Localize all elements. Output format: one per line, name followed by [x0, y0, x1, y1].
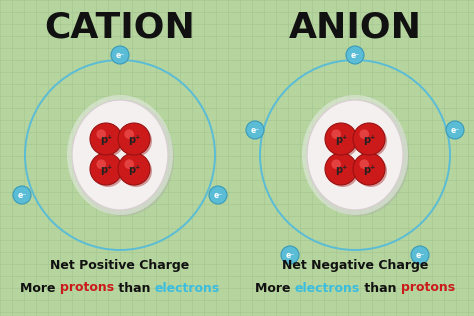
Text: p⁺: p⁺: [363, 165, 375, 175]
Circle shape: [124, 159, 134, 169]
Circle shape: [118, 153, 150, 185]
Circle shape: [246, 121, 264, 139]
Text: protons: protons: [401, 282, 455, 295]
Circle shape: [346, 46, 364, 64]
Circle shape: [331, 159, 341, 169]
Circle shape: [96, 129, 106, 139]
Ellipse shape: [72, 100, 168, 210]
Text: More: More: [255, 282, 295, 295]
Text: e⁻: e⁻: [415, 251, 425, 260]
Circle shape: [331, 129, 341, 139]
Circle shape: [118, 123, 150, 155]
Circle shape: [327, 125, 359, 157]
Text: protons: protons: [60, 282, 114, 295]
Ellipse shape: [72, 100, 174, 216]
Text: e⁻: e⁻: [115, 51, 125, 60]
Circle shape: [90, 153, 122, 185]
Text: electrons: electrons: [155, 282, 220, 295]
Text: p⁺: p⁺: [100, 165, 112, 175]
Text: Net Positive Charge: Net Positive Charge: [50, 258, 190, 271]
Text: p⁺: p⁺: [335, 135, 347, 145]
Circle shape: [353, 153, 385, 185]
Circle shape: [209, 186, 227, 204]
Circle shape: [111, 46, 129, 64]
Circle shape: [446, 121, 464, 139]
Text: e⁻: e⁻: [350, 51, 360, 60]
Text: CATION: CATION: [45, 11, 195, 45]
Circle shape: [281, 246, 299, 264]
Ellipse shape: [302, 95, 408, 215]
Text: More: More: [20, 282, 60, 295]
Circle shape: [124, 129, 134, 139]
Text: p⁺: p⁺: [363, 135, 375, 145]
Text: p⁺: p⁺: [128, 135, 140, 145]
Text: e⁻: e⁻: [450, 126, 460, 135]
Text: Net Negative Charge: Net Negative Charge: [282, 258, 428, 271]
Circle shape: [359, 129, 369, 139]
Text: e⁻: e⁻: [250, 126, 260, 135]
Circle shape: [96, 159, 106, 169]
Text: p⁺: p⁺: [128, 165, 140, 175]
Circle shape: [120, 155, 152, 187]
Text: e⁻: e⁻: [18, 191, 27, 200]
Circle shape: [92, 125, 124, 157]
Text: electrons: electrons: [295, 282, 360, 295]
Circle shape: [359, 159, 369, 169]
Text: than: than: [114, 282, 155, 295]
Circle shape: [13, 186, 31, 204]
Ellipse shape: [307, 100, 403, 210]
Circle shape: [120, 125, 152, 157]
Text: e⁻: e⁻: [285, 251, 295, 260]
Text: e⁻: e⁻: [213, 191, 223, 200]
Circle shape: [355, 125, 387, 157]
Circle shape: [411, 246, 429, 264]
Circle shape: [90, 123, 122, 155]
Circle shape: [327, 155, 359, 187]
Text: p⁺: p⁺: [335, 165, 347, 175]
Circle shape: [355, 155, 387, 187]
Text: than: than: [360, 282, 401, 295]
Text: p⁺: p⁺: [100, 135, 112, 145]
Circle shape: [92, 155, 124, 187]
Ellipse shape: [67, 95, 173, 215]
Circle shape: [325, 123, 357, 155]
Text: ANION: ANION: [289, 11, 421, 45]
Circle shape: [353, 123, 385, 155]
Ellipse shape: [307, 100, 409, 216]
Circle shape: [325, 153, 357, 185]
